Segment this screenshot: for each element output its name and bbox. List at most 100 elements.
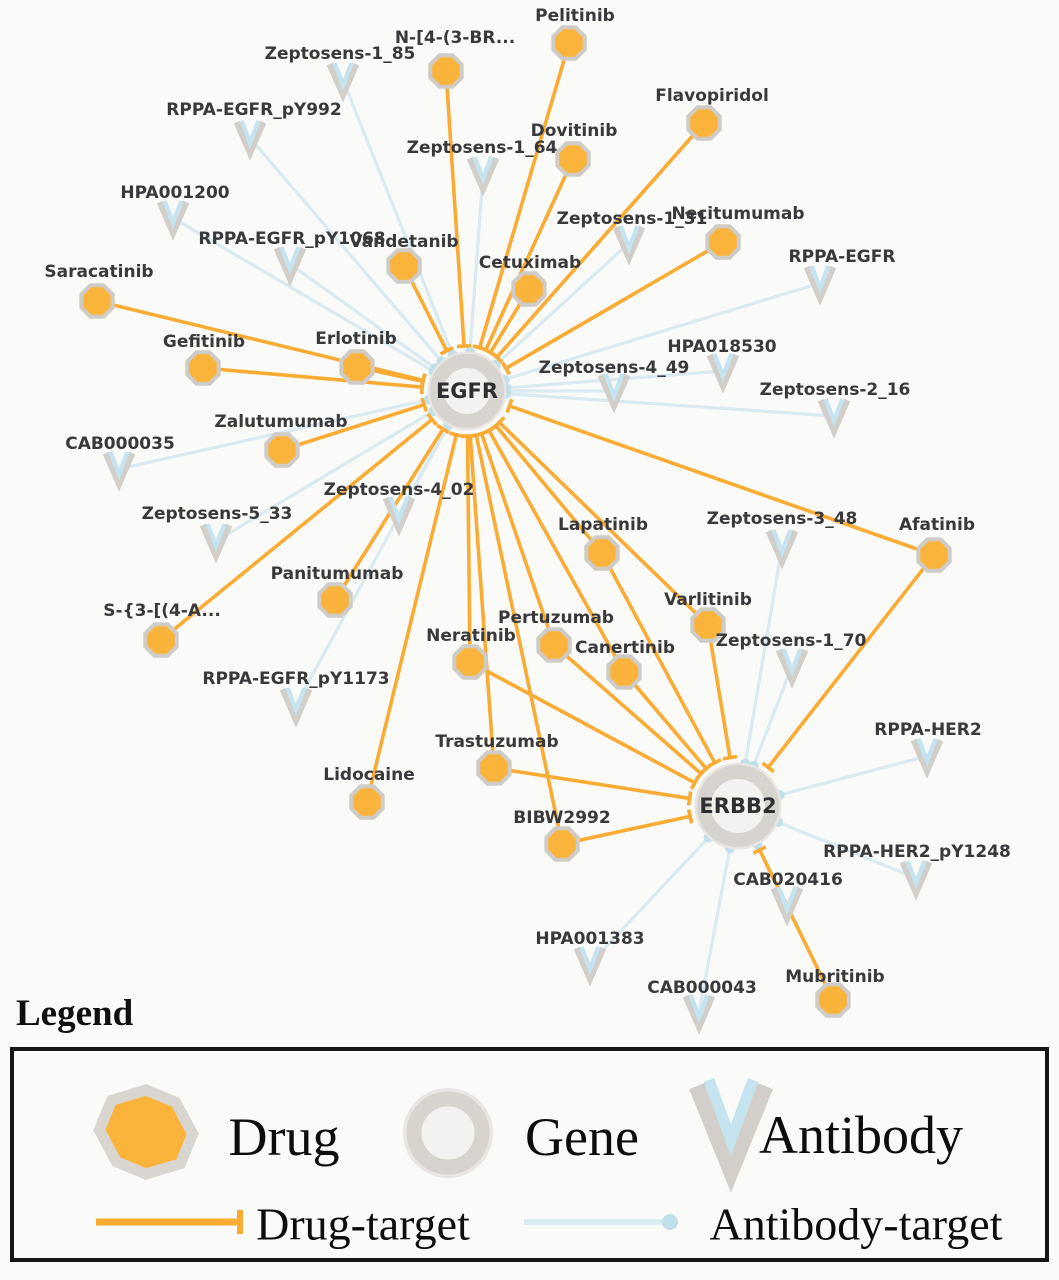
drug-node-cetuximab[interactable]: [511, 271, 547, 307]
antibody-node-hpa001383[interactable]: [573, 946, 607, 987]
drug-node-pertuzumab[interactable]: [536, 627, 572, 663]
edge-drug-canertinib-egfr: [487, 429, 626, 673]
edge-endpoint-tee: [439, 346, 454, 356]
gene-node-erbb2[interactable]: [697, 765, 779, 847]
antibody-node-zeptosens-3-48[interactable]: [765, 529, 799, 570]
node-label-panitumumab: Panitumumab: [271, 564, 404, 584]
antibody-node-cab000035[interactable]: [102, 451, 136, 492]
node-label-hpa018530: HPA018530: [667, 337, 776, 357]
antibody-node-zeptosens-5-33[interactable]: [199, 523, 233, 564]
drug-node-lapatinib[interactable]: [584, 535, 620, 571]
antibody-node-cab000043[interactable]: [682, 994, 716, 1035]
drug-node-pelitinib[interactable]: [551, 25, 587, 61]
edge-endpoint-tee: [469, 431, 484, 439]
edge-drug-varlitinib-erbb2: [706, 624, 732, 758]
antibody-node-cab020416[interactable]: [770, 886, 804, 927]
edge-drug-panitumumab-egfr: [333, 428, 445, 601]
drug-node-n-4-3-br[interactable]: [428, 53, 464, 89]
drug-node-dovitinib[interactable]: [555, 141, 591, 177]
antibody-node-zeptosens-1-85[interactable]: [326, 62, 360, 103]
edge-antibody-hpa001200-egfr: [172, 216, 435, 373]
node-label-lidocaine: Lidocaine: [323, 765, 415, 785]
legend-drug-label: Drug: [228, 1107, 340, 1167]
node-label-zeptosens-1-64: Zeptosens-1_64: [407, 138, 558, 158]
drug-node-flavopiridol[interactable]: [686, 105, 722, 141]
antibody-node-zeptosens-1-31[interactable]: [612, 225, 646, 266]
node-label-hpa001200: HPA001200: [120, 183, 229, 203]
antibody-node-rppa-her2-py1248[interactable]: [899, 860, 933, 901]
antibody-node-inner: [388, 496, 410, 526]
drug-node-gefitinib[interactable]: [185, 350, 221, 386]
edge-drug-trastuzumab-erbb2: [493, 766, 690, 801]
drug-target-line-icon: [96, 1210, 243, 1234]
antibody-node-zeptosens-4-02[interactable]: [382, 496, 416, 537]
drug-node-zalutumumab[interactable]: [264, 432, 300, 468]
antibody-node-zeptosens-4-49[interactable]: [597, 373, 631, 414]
node-label-zeptosens-4-02: Zeptosens-4_02: [324, 480, 475, 500]
antibody-node-rppa-egfr-py1173[interactable]: [279, 687, 313, 728]
drug-node-canertinib[interactable]: [606, 654, 642, 690]
drug-node-vandetanib[interactable]: [386, 248, 422, 284]
drug-node-neratinib[interactable]: [452, 644, 488, 680]
node-label-rppa-egfr-py1173: RPPA-EGFR_pY1173: [202, 669, 389, 689]
antibody-node-inner: [776, 886, 798, 916]
edge-antibody-rppa-egfr-py1068-egfr: [289, 262, 437, 370]
antibody-node-rppa-egfr-py992[interactable]: [233, 120, 267, 161]
gene-label-egfr: EGFR: [436, 379, 498, 403]
drug-node-bibw2992[interactable]: [544, 826, 580, 862]
drug-node-panitumumab[interactable]: [317, 582, 353, 618]
antibody-node-inner: [603, 373, 625, 403]
antibody-node-zeptosens-1-64[interactable]: [466, 156, 500, 197]
antibody-node-zeptosens-1-70[interactable]: [775, 648, 809, 689]
gene-symbol-icon: [403, 1088, 493, 1178]
edge-antibody-zeptosens-1-31-egfr: [494, 241, 631, 366]
antibody-node-rppa-egfr-py1068[interactable]: [273, 246, 307, 287]
legend-gene-label: Gene: [525, 1107, 639, 1167]
edge-endpoint-tee: [419, 374, 427, 389]
node-label-varlitinib: Varlitinib: [664, 590, 752, 610]
drug-node-saracatinib[interactable]: [79, 283, 115, 319]
edge-antibody-rppa-egfr-py1173-egfr: [294, 424, 450, 706]
antibody-node-rppa-egfr[interactable]: [803, 265, 837, 306]
antibody-node-zeptosens-2-16[interactable]: [817, 398, 851, 439]
drug-node-s-3-4-a[interactable]: [143, 622, 179, 658]
drug-node-necitumumab[interactable]: [705, 224, 741, 260]
node-label-zeptosens-1-31: Zeptosens-1_31: [557, 209, 708, 229]
node-label-vandetanib: Vandetanib: [349, 232, 458, 252]
antibody-node-inner: [712, 353, 734, 383]
legend-drug-target-label: Drug-target: [256, 1198, 470, 1250]
gene-node-glow: [427, 351, 507, 431]
antibody-target-line-icon: [524, 1214, 678, 1230]
gene-node-glow: [694, 762, 782, 850]
drug-node-trastuzumab[interactable]: [476, 750, 512, 786]
drug-node-erlotinib[interactable]: [339, 349, 375, 385]
legend-antibody-target-label: Antibody-target: [709, 1198, 1003, 1250]
edge-antibody-zeptosens-2-16-egfr: [505, 392, 835, 418]
edge-drug-n-4-3-br-egfr: [444, 70, 466, 347]
node-label-rppa-her2-py1248: RPPA-HER2_pY1248: [823, 842, 1011, 862]
legend-box: Drug Gene Antibody Drug-target Antibody-…: [10, 1047, 1049, 1262]
edge-drug-pelitinib-egfr: [477, 42, 571, 349]
drug-node-varlitinib[interactable]: [690, 607, 726, 643]
drug-symbol-icon: [93, 1084, 199, 1180]
drug-node-mubritinib[interactable]: [815, 982, 851, 1018]
gene-node-egfr[interactable]: [430, 354, 504, 428]
edge-drug-bibw2992-erbb2: [561, 814, 691, 846]
gene-label-erbb2: ERBB2: [699, 794, 776, 818]
edge-endpoint-tee: [493, 416, 506, 429]
antibody-node-rppa-her2[interactable]: [910, 738, 944, 779]
antibody-node-inner: [688, 994, 710, 1024]
drug-node-afatinib[interactable]: [916, 537, 952, 573]
node-label-neratinib: Neratinib: [426, 626, 516, 646]
antibody-node-inner: [579, 946, 601, 976]
node-label-hpa001383: HPA001383: [535, 929, 644, 949]
edge-drug-pertuzumab-erbb2: [552, 643, 703, 776]
edge-drug-afatinib-egfr: [508, 404, 935, 557]
drug-node-lidocaine[interactable]: [349, 784, 385, 820]
antibody-node-hpa001200[interactable]: [156, 200, 190, 241]
node-label-cetuximab: Cetuximab: [479, 253, 581, 273]
node-label-rppa-her2: RPPA-HER2: [874, 720, 981, 740]
antibody-node-hpa018530[interactable]: [706, 353, 740, 394]
edge-endpoint-tee: [752, 845, 767, 855]
